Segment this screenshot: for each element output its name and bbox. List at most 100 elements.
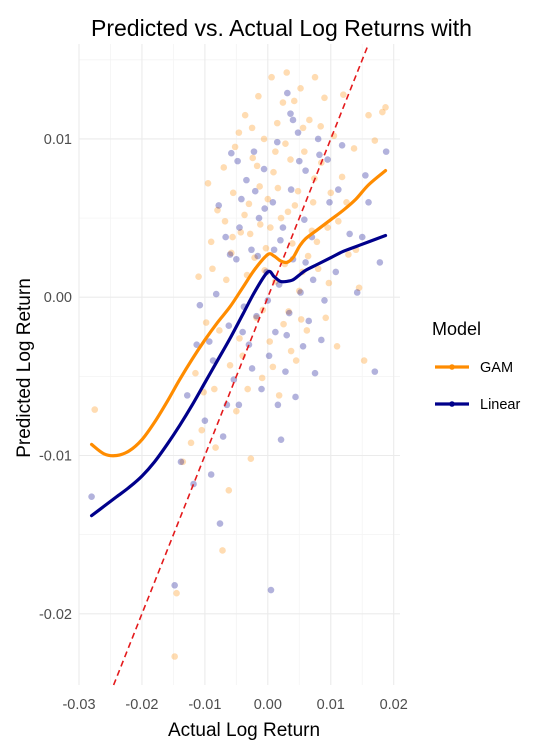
data-point [279, 99, 287, 106]
chart-title: Predicted vs. Actual Log Returns with [91, 15, 472, 41]
data-point [247, 455, 255, 462]
legend-item-gam: GAM [435, 360, 513, 376]
data-point [294, 187, 302, 195]
data-point [88, 493, 95, 500]
data-point [350, 145, 358, 152]
data-point [292, 393, 299, 401]
data-point [379, 108, 386, 116]
data-point [251, 254, 258, 261]
data-point [255, 92, 262, 100]
data-point [325, 279, 333, 287]
data-point [358, 233, 366, 241]
y-tick-label: 0.01 [44, 132, 72, 148]
data-point [193, 341, 200, 349]
data-point [297, 316, 305, 323]
data-point [317, 123, 324, 130]
data-point [246, 230, 254, 238]
data-point [205, 338, 213, 345]
legend-title: Model [432, 319, 481, 339]
data-point [192, 369, 199, 377]
data-point [309, 276, 317, 284]
data-point [258, 374, 266, 382]
data-point [273, 119, 281, 127]
data-point [295, 287, 303, 295]
data-point [324, 156, 331, 163]
data-point [316, 151, 323, 159]
data-point [306, 116, 313, 124]
data-point [238, 195, 245, 203]
data-point [376, 259, 384, 266]
data-point [303, 327, 311, 334]
data-point [277, 214, 285, 222]
data-point [233, 255, 240, 263]
data-point [321, 297, 328, 304]
data-point [274, 184, 282, 192]
data-point [216, 520, 224, 527]
data-point [285, 309, 293, 317]
data-point [268, 73, 275, 81]
data-point [226, 361, 234, 369]
data-point [290, 97, 298, 105]
data-point [241, 111, 249, 119]
data-point [346, 230, 353, 238]
legend-key-point [449, 401, 455, 407]
grid [78, 44, 400, 685]
data-point [353, 289, 361, 296]
data-point [272, 148, 279, 155]
data-point [171, 581, 178, 589]
data-point [272, 328, 279, 336]
data-point [360, 357, 368, 364]
data-point [245, 200, 253, 208]
data-point [215, 202, 223, 209]
data-point [222, 233, 229, 241]
data-point [207, 238, 215, 246]
data-point [309, 198, 317, 206]
data-point [291, 202, 299, 209]
data-point [294, 129, 302, 136]
legend-item-linear: Linear [435, 397, 520, 413]
data-point [235, 401, 243, 409]
data-point [284, 208, 292, 216]
data-point [289, 240, 296, 247]
data-point [204, 179, 212, 187]
data-point [287, 186, 295, 193]
data-point [297, 85, 304, 92]
data-point [201, 417, 209, 424]
data-point [171, 653, 178, 660]
data-point [318, 336, 325, 344]
data-point [322, 314, 330, 322]
data-point [333, 342, 341, 350]
data-point [343, 198, 350, 206]
data-point [301, 148, 308, 155]
x-tick-label: 0.01 [317, 697, 345, 713]
data-point [234, 157, 241, 165]
data-point [270, 246, 278, 254]
data-point [270, 168, 277, 176]
data-point [228, 249, 235, 257]
data-point [212, 444, 219, 451]
data-point [239, 328, 246, 336]
data-point [277, 236, 284, 244]
data-point [324, 224, 331, 231]
data-point [216, 327, 223, 334]
data-point [248, 124, 256, 132]
data-point [229, 233, 236, 241]
data-point [274, 401, 282, 409]
x-tick-label: -0.01 [188, 697, 221, 713]
data-point [382, 104, 389, 111]
data-point [304, 252, 312, 260]
data-point [250, 148, 258, 155]
data-point [335, 217, 342, 225]
data-point [260, 165, 268, 173]
data-point [265, 352, 273, 360]
fit-line-linear [89, 233, 388, 518]
data-point [222, 276, 230, 284]
y-tick-label: -0.01 [39, 449, 72, 465]
data-point [226, 251, 234, 258]
legend-label: GAM [480, 360, 513, 376]
data-point [282, 140, 289, 148]
data-point [273, 138, 281, 146]
data-point [256, 183, 263, 190]
data-point [258, 385, 265, 393]
